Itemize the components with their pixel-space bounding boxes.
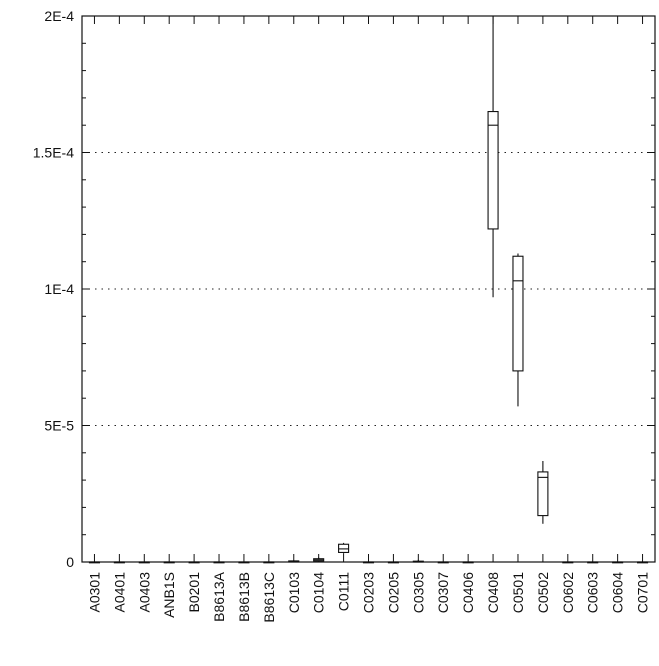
box-body <box>512 255 524 372</box>
x-category-label: C0501 <box>510 572 526 613</box>
y-tick-label: 1E-4 <box>44 281 74 297</box>
box-c0603 <box>587 561 599 564</box>
x-category-label: C0103 <box>286 572 302 613</box>
axis-ticks <box>82 15 655 563</box>
box-body <box>487 111 499 230</box>
gridlines <box>82 15 655 563</box>
x-category-label: C0205 <box>385 572 401 613</box>
x-category-label: A0403 <box>136 572 152 613</box>
x-category-label: C0602 <box>560 572 576 613</box>
x-category-label: C0305 <box>410 572 426 613</box>
box-c0408 <box>487 16 499 298</box>
x-category-label: A0301 <box>86 572 102 613</box>
x-category-label: C0104 <box>311 572 327 613</box>
x-category-label: A0401 <box>111 572 127 613</box>
box-b0201 <box>188 561 200 564</box>
y-axis-tick-labels: 0 5E-5 1E-4 1.5E-4 2E-4 <box>33 8 74 570</box>
box-series <box>88 16 649 564</box>
box-c0307 <box>437 561 449 564</box>
box-c0203 <box>362 561 375 564</box>
box-a0301 <box>88 561 101 564</box>
x-category-label: C0604 <box>610 572 626 613</box>
x-category-label: C0701 <box>635 572 651 613</box>
box-c0604 <box>612 561 624 564</box>
box-a0403 <box>138 561 150 564</box>
x-category-label: B8613B <box>236 572 252 622</box>
x-category-label: C0307 <box>435 572 451 613</box>
box-c0602 <box>562 561 574 564</box>
box-c0701 <box>636 561 649 564</box>
box-b8613b <box>238 561 250 564</box>
y-tick-label: 0 <box>66 554 74 570</box>
x-axis-category-labels: A0301 A0401 A0403 ANB1S B0201 B8613A B8613B B86… <box>86 571 650 622</box>
x-category-label: C0603 <box>585 572 601 613</box>
x-category-label: C0111 <box>336 572 352 611</box>
box-b8613c <box>263 561 275 564</box>
y-tick-label: 2E-4 <box>44 8 74 24</box>
box-b8613a <box>213 561 225 564</box>
y-tick-label: 1.5E-4 <box>33 145 74 161</box>
box-c0502 <box>537 460 549 524</box>
x-category-label: C0203 <box>361 572 377 613</box>
box-c0205 <box>387 561 399 564</box>
box-a0401 <box>113 561 125 564</box>
box-c0305 <box>412 559 424 563</box>
box-c0501 <box>512 253 524 407</box>
x-category-label: B8613A <box>211 571 227 621</box>
box-c0111 <box>338 542 350 554</box>
box-c0103 <box>288 560 300 563</box>
x-category-label: ANB1S <box>161 572 177 618</box>
box-body <box>537 471 549 517</box>
x-category-label: C0406 <box>460 572 476 613</box>
x-category-label: C0502 <box>535 572 551 613</box>
box-anb1s <box>163 561 175 564</box>
box-c0406 <box>462 561 474 564</box>
x-category-label: C0408 <box>485 572 501 613</box>
y-tick-label: 5E-5 <box>44 418 74 434</box>
x-category-label: B0201 <box>186 572 202 613</box>
box-c0104 <box>313 557 325 562</box>
x-category-label: B8613C <box>261 572 277 623</box>
